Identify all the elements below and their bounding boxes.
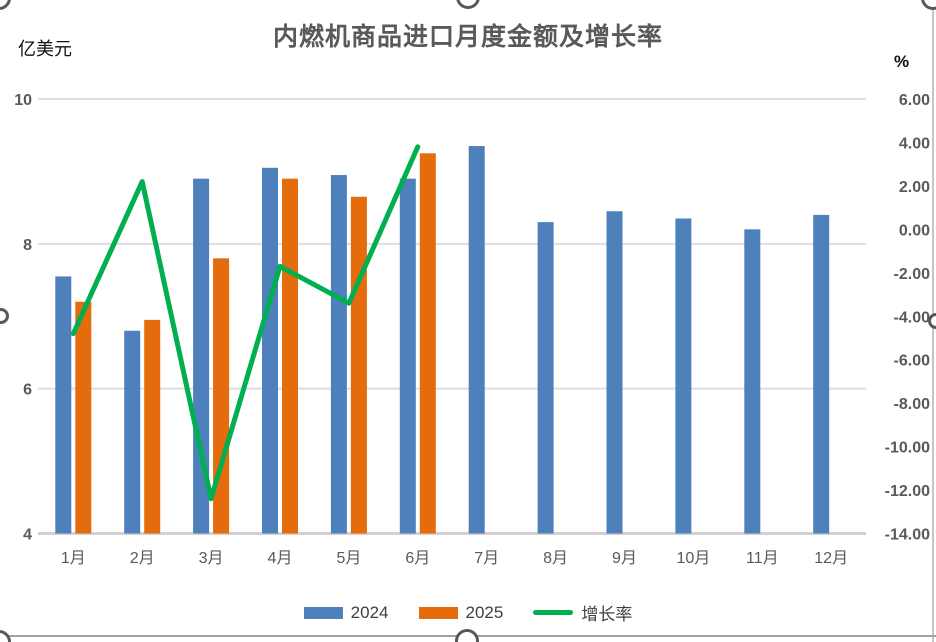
bar-2024-4月[interactable] <box>262 167 278 534</box>
x-axis-category-label: 2月 <box>130 550 155 567</box>
bar-2025-5月[interactable] <box>350 196 367 534</box>
right-axis-tick-label: -4.00 <box>894 309 931 326</box>
bar-2024-1月[interactable] <box>55 276 72 534</box>
bar-2025-1月[interactable] <box>75 301 92 534</box>
right-axis-tick-label: -2.00 <box>894 266 931 283</box>
bar-2024-2月[interactable] <box>124 330 141 534</box>
bar-2025-4月[interactable] <box>282 178 298 534</box>
right-axis-tick-label: -6.00 <box>894 353 931 370</box>
x-axis-category-label: 6月 <box>405 550 430 567</box>
left-axis-tick-label: 6 <box>23 382 32 399</box>
resize-handle-top-right[interactable] <box>921 0 936 10</box>
right-axis-tick-label: 6.00 <box>899 92 930 109</box>
right-axis-tick-label: -12.00 <box>885 483 930 500</box>
bar-2025-2月[interactable] <box>144 319 161 534</box>
right-axis-tick-label: -10.00 <box>885 440 930 457</box>
legend-swatch-line <box>533 610 574 615</box>
resize-handle-middle-right[interactable] <box>928 313 936 329</box>
bar-2024-5月[interactable] <box>330 175 347 534</box>
x-axis-category-label: 7月 <box>474 550 499 567</box>
right-axis-tick-label: 4.00 <box>899 135 930 152</box>
right-axis-tick-label: 2.00 <box>899 179 930 196</box>
x-axis-category-label: 10月 <box>676 550 710 567</box>
bar-2024-7月[interactable] <box>468 146 485 534</box>
left-axis-unit-label: 亿美元 <box>18 39 72 59</box>
legend-item-增长率[interactable]: 增长率 <box>533 600 632 625</box>
bar-2025-3月[interactable] <box>213 258 230 534</box>
left-axis-tick-label: 4 <box>23 527 32 544</box>
resize-handle-middle-left[interactable] <box>0 308 9 324</box>
legend-swatch-rect <box>303 606 343 619</box>
legend-label: 2025 <box>465 602 504 622</box>
right-axis-tick-label: 0.00 <box>899 222 930 239</box>
legend-item-2024[interactable]: 2024 <box>303 602 389 623</box>
legend-swatch-rect <box>418 606 458 619</box>
left-axis-tick-label: 10 <box>14 92 32 109</box>
growth-rate-line[interactable] <box>70 144 421 502</box>
legend-item-2025[interactable]: 2025 <box>418 602 504 623</box>
bar-2024-8月[interactable] <box>537 222 554 534</box>
legend-label: 增长率 <box>581 605 633 624</box>
x-axis-category-label: 5月 <box>336 550 361 567</box>
bar-2024-11月[interactable] <box>744 229 761 534</box>
chart-legend[interactable]: 2024 2025 增长率 <box>0 600 936 625</box>
x-axis-category-label: 4月 <box>268 550 293 567</box>
left-axis-tick-label: 8 <box>23 237 32 254</box>
bar-2024-10月[interactable] <box>675 218 692 534</box>
x-axis-category-label: 1月 <box>61 550 86 567</box>
bar-2025-6月[interactable] <box>419 153 436 534</box>
x-axis-category-label: 3月 <box>199 550 224 567</box>
chart-title: 内燃机商品进口月度金额及增长率 <box>272 23 663 51</box>
legend-label: 2024 <box>350 602 389 622</box>
x-axis-category-label: 11月 <box>746 550 779 567</box>
resize-handle-bottom-center[interactable] <box>455 629 479 642</box>
bar-2024-6月[interactable] <box>399 178 416 534</box>
x-axis-category-label: 9月 <box>612 550 637 567</box>
resize-handle-bottom-left[interactable] <box>0 630 11 642</box>
x-axis-category-label: 8月 <box>543 550 568 567</box>
right-axis-tick-label: -14.00 <box>885 527 930 544</box>
bar-2024-12月[interactable] <box>813 214 830 534</box>
right-axis-tick-label: -8.00 <box>894 396 931 413</box>
x-axis-category-label: 12月 <box>814 550 848 567</box>
bar-2024-9月[interactable] <box>606 211 623 534</box>
right-axis-unit-label: % <box>894 52 910 71</box>
